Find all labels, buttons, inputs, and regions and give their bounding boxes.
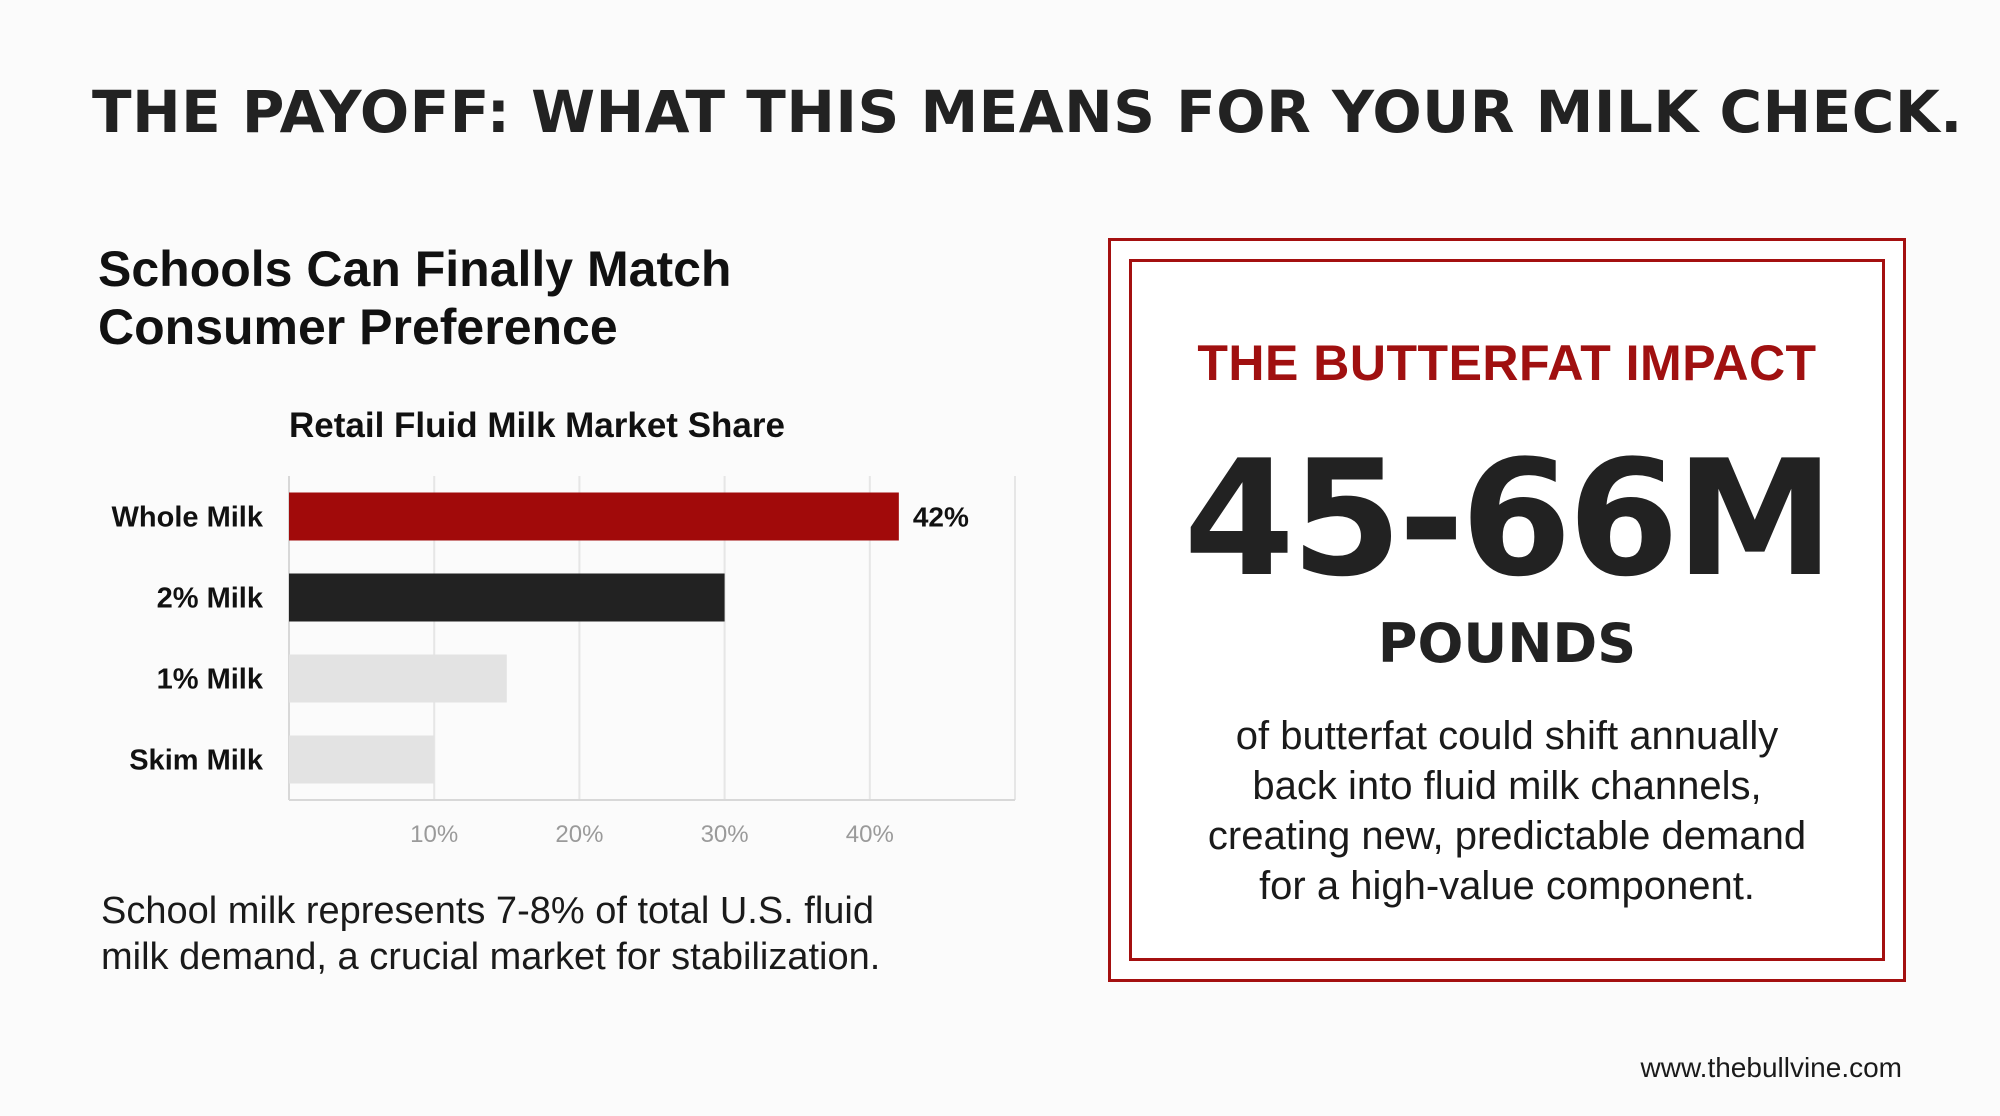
x-tick-label-40: 40% xyxy=(846,821,894,848)
bar-2-milk xyxy=(289,573,725,622)
x-tick-label-10: 10% xyxy=(410,821,458,848)
category-label-skim-milk: Skim Milk xyxy=(129,745,264,777)
data-label-whole-milk: 42% xyxy=(913,502,969,533)
school-milk-note-line-2: milk demand, a crucial market for stabil… xyxy=(101,936,881,978)
market-share-bar-chart: 10% 20% 30% 40% Whole Milk 42% 2% Milk 1% Milk S… xyxy=(112,476,1016,848)
category-label-1-milk: 1% Milk xyxy=(157,664,264,696)
impact-description: of butterfat could shift annually back i… xyxy=(1162,711,1852,911)
butterfat-impact-inner-frame: THE BUTTERFAT IMPACT 45-66M POUNDS of bu… xyxy=(1129,259,1885,961)
impact-description-line-1: of butterfat could shift annually xyxy=(1235,714,1779,758)
chart-title: Retail Fluid Milk Market Share xyxy=(289,406,785,445)
bar-whole-milk xyxy=(289,492,899,541)
website-url: www.thebullvine.com xyxy=(1640,1052,1902,1083)
impact-description-line-4: for a high-value component. xyxy=(1259,864,1755,908)
impact-number: 45-66M xyxy=(1183,425,1835,612)
x-tick-label-20: 20% xyxy=(555,821,603,848)
page-title: THE PAYOFF: WHAT THIS MEANS FOR YOUR MIL… xyxy=(92,78,1963,146)
section-heading: Schools Can Finally Match Consumer Prefe… xyxy=(98,240,898,356)
bar-1-milk xyxy=(289,654,507,703)
impact-description-line-3: creating new, predictable demand xyxy=(1207,814,1807,858)
school-milk-note-line-1: School milk represents 7-8% of total U.S… xyxy=(101,890,875,932)
impact-unit: POUNDS xyxy=(1377,612,1637,675)
school-milk-note: School milk represents 7-8% of total U.S… xyxy=(101,888,1001,980)
butterfat-impact-box: THE BUTTERFAT IMPACT 45-66M POUNDS of bu… xyxy=(1108,238,1906,982)
impact-title: THE BUTTERFAT IMPACT xyxy=(1197,335,1817,391)
category-label-2-milk: 2% Milk xyxy=(157,583,264,615)
impact-description-line-2: back into fluid milk channels, xyxy=(1252,764,1762,808)
bar-skim-milk xyxy=(289,735,435,784)
section-heading-line-2: Consumer Preference xyxy=(98,299,618,355)
x-tick-label-30: 30% xyxy=(701,821,749,848)
category-label-whole-milk: Whole Milk xyxy=(112,502,264,534)
section-heading-line-1: Schools Can Finally Match xyxy=(98,241,732,297)
